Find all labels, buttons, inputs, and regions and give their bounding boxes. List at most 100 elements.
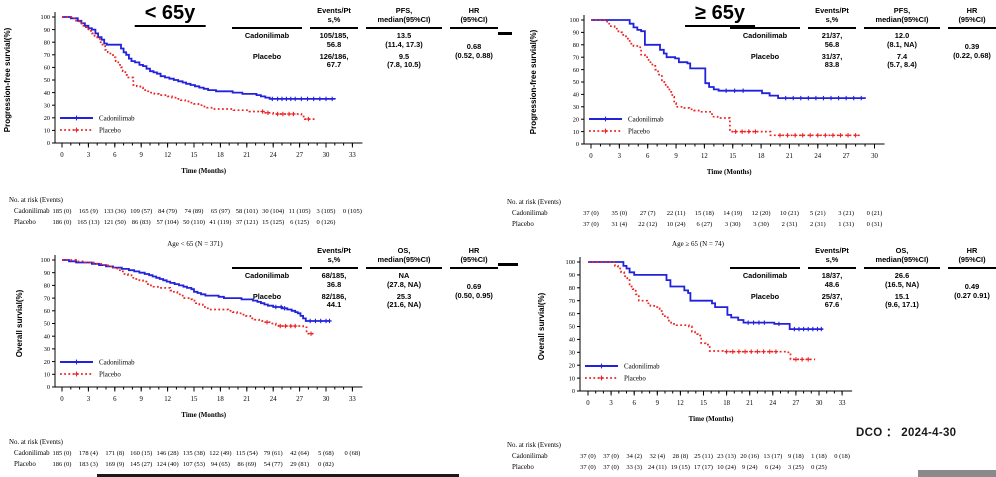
y-tick-label: 80 xyxy=(569,285,575,292)
x-tick-label: 9 xyxy=(674,153,678,160)
curve-cadonilimab xyxy=(591,19,866,99)
x-tick-label: 21 xyxy=(786,153,793,160)
y-tick-label: 70 xyxy=(44,295,50,302)
panel-pfs-under65: 0 10 20 30 40 50 60 70 80 90 100 0 3 6 9 12 15 18 21 24 27 30… xyxy=(0,0,498,239)
risk-value: 3 (21) xyxy=(838,209,854,217)
censor-marks-cadonilimab xyxy=(745,320,824,332)
curve-cadonilimab xyxy=(62,16,336,100)
panel-os-over65: 0 10 20 30 40 50 60 70 80 90 100 0 3 6 9 12 15 18 21 24 27 30… xyxy=(498,238,996,477)
risk-value: 178 (4) xyxy=(78,449,98,457)
risk-value: 15 (125) xyxy=(262,218,285,226)
stats-header-rule xyxy=(366,266,442,269)
risk-value: 17 (17) xyxy=(694,463,713,471)
risk-value: 10 (21) xyxy=(779,209,799,217)
censor-marks-placebo xyxy=(733,129,858,138)
y-tick-label: 80 xyxy=(573,42,579,49)
stats-median-value: 26.6 (16.5, NA) xyxy=(884,270,920,289)
y-tick-label: 80 xyxy=(44,283,50,290)
risk-value: 9 (24) xyxy=(741,463,758,471)
stats-events-value: 18/37, 48.6 xyxy=(821,270,843,289)
km-plot: 0 10 20 30 40 50 60 70 80 90 100 0 3 6 9 12 15 18 21 24 27 30… xyxy=(3,12,363,175)
risk-value: 3 (30) xyxy=(753,220,769,228)
risk-value: 24 (11) xyxy=(647,463,667,471)
y-tick-label: 30 xyxy=(573,104,579,111)
panel-pfs-over65: 0 10 20 30 40 50 60 70 80 90 100 0 3 6 9 12 15 18 21 24 27 30… xyxy=(498,0,996,239)
stats-header-rule xyxy=(864,26,940,29)
censor-marks-placebo xyxy=(260,109,311,122)
y-tick-label: 0 xyxy=(572,388,575,395)
risk-value: 0 (82) xyxy=(318,460,334,468)
x-tick-label: 18 xyxy=(758,153,765,160)
y-tick-label: 0 xyxy=(47,384,50,391)
stats-row-label: Cadonilimab xyxy=(244,30,290,40)
risk-value: 145 (27) xyxy=(130,460,153,468)
stats-header-1: OS, median(95%CI) xyxy=(377,246,431,264)
stats-header-rule xyxy=(730,266,800,269)
risk-value: 37 (0) xyxy=(583,220,599,228)
x-tick-label: 24 xyxy=(270,152,277,159)
risk-row-label: Cadonilimab xyxy=(512,209,548,217)
risk-value: 79 (61) xyxy=(263,449,283,457)
y-tick-label: 40 xyxy=(569,337,575,344)
risk-value: 186 (0) xyxy=(52,218,72,226)
stats-header-rule xyxy=(232,266,302,269)
y-tick-label: 30 xyxy=(44,346,50,353)
stats-median-value: 12.0 (8.1, NA) xyxy=(887,30,917,49)
risk-value: 165 (13) xyxy=(77,218,100,226)
risk-value: 37 (0) xyxy=(603,463,619,471)
stats-header-blank xyxy=(726,246,804,267)
x-tick-label: 3 xyxy=(87,152,91,159)
stats-median-value: 13.5 (11.4, 17.3) xyxy=(385,30,423,49)
risk-value: 14 (19) xyxy=(723,209,743,217)
x-tick-label: 0 xyxy=(60,152,64,159)
panel-title: ≥ 65y xyxy=(685,2,755,27)
curve-cadonilimab xyxy=(62,259,331,322)
x-tick-label: 15 xyxy=(191,152,198,159)
risk-value: 86 (69) xyxy=(237,460,257,468)
stats-header-rule xyxy=(730,26,800,29)
x-tick-label: 21 xyxy=(243,396,250,403)
risk-value: 33 (3) xyxy=(626,463,643,471)
x-tick-label: 30 xyxy=(871,153,878,160)
risk-value: 6 (27) xyxy=(696,220,713,228)
risk-value: 6 (24) xyxy=(764,463,781,471)
y-tick-label: 60 xyxy=(44,308,50,315)
x-tick-label: 21 xyxy=(243,152,250,159)
y-tick-label: 30 xyxy=(44,102,50,109)
x-tick-label: 9 xyxy=(656,400,660,407)
x-tick-label: 15 xyxy=(700,400,707,407)
y-tick-label: 20 xyxy=(569,362,575,369)
y-tick-label: 10 xyxy=(44,128,50,135)
risk-value: 37 (0) xyxy=(583,209,599,217)
x-tick-label: 24 xyxy=(769,400,776,407)
risk-value: 3 (25) xyxy=(788,463,804,471)
risk-value: 122 (49) xyxy=(209,449,232,457)
stats-header-2: HR (95%CI) xyxy=(958,6,986,24)
y-tick-label: 80 xyxy=(44,39,50,46)
x-axis-title: Time (Months) xyxy=(181,411,226,419)
risk-value: 146 (28) xyxy=(156,449,179,457)
stats-median-value: NA (27.8, NA) xyxy=(386,270,422,289)
legend: Cadonilimab Placebo xyxy=(60,359,135,378)
risk-value: 54 (77) xyxy=(263,460,283,468)
stats-events-value: 126/186, 67.7 xyxy=(319,51,349,70)
risk-row-label: Cadonilimab xyxy=(14,207,50,215)
stats-header-0: Events/Pt s,% xyxy=(317,246,351,264)
x-tick-label: 27 xyxy=(843,153,850,160)
curve-placebo xyxy=(591,19,861,137)
panel-title: < 65y xyxy=(134,2,206,27)
artifact-dash-bottom xyxy=(498,263,518,266)
risk-row-label: Cadonilimab xyxy=(14,449,50,457)
legend-label-cadonilimab: Cadonilimab xyxy=(99,115,135,122)
y-tick-label: 40 xyxy=(44,333,50,340)
y-tick-label: 40 xyxy=(44,90,50,97)
risk-caption: No. at risk (Events) xyxy=(507,199,561,206)
risk-value: 13 (17) xyxy=(763,452,783,460)
stats-header-rule xyxy=(808,26,856,29)
x-tick-label: 12 xyxy=(164,396,171,403)
risk-value: 11 (105) xyxy=(288,207,311,215)
y-tick-label: 100 xyxy=(41,14,50,21)
risk-value: 74 (89) xyxy=(184,207,204,215)
risk-caption: No. at risk (Events) xyxy=(9,439,63,446)
stats-header-1: PFS, median(95%CI) xyxy=(377,6,431,24)
